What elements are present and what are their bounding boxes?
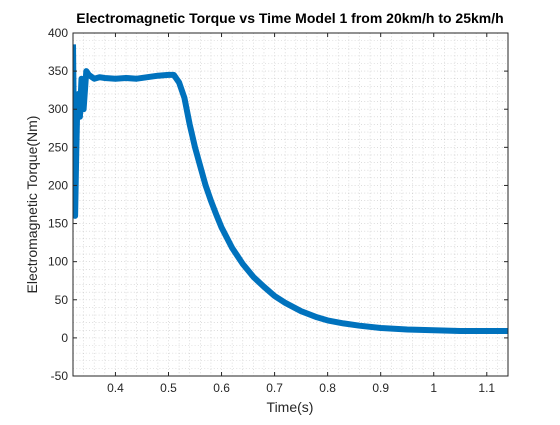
torque-series-line (73, 44, 508, 334)
y-ticks: -50 0 50 100 150 200 250 300 350 400 (48, 26, 508, 383)
plot-area-box (72, 32, 509, 377)
y-axis-label: Electromagnetic Torque(Nm) (24, 116, 40, 294)
y-tick-label: -50 (51, 369, 69, 383)
x-tick-label: 0.7 (266, 381, 283, 395)
x-tick-label: 1.1 (478, 381, 495, 395)
y-tick-label: 50 (55, 293, 69, 307)
x-ticks: 0.4 0.5 0.6 0.7 0.8 0.9 1 1.1 (107, 33, 495, 395)
x-tick-label: 0.4 (107, 381, 124, 395)
y-tick-label: 300 (48, 102, 68, 116)
y-tick-label: 350 (48, 64, 68, 78)
x-tick-label: 0.6 (213, 381, 230, 395)
x-tick-label: 0.5 (160, 381, 177, 395)
x-tick-label: 0.9 (372, 381, 389, 395)
x-axis-label: Time(s) (267, 399, 314, 415)
x-tick-label: 0.8 (319, 381, 336, 395)
x-tick-label: 1 (430, 381, 437, 395)
y-tick-label: 100 (48, 255, 68, 269)
series-layer (73, 44, 508, 334)
y-tick-label: 200 (48, 178, 68, 192)
plot-area-background (73, 33, 508, 376)
y-tick-label: 400 (48, 26, 68, 40)
y-tick-label: 250 (48, 140, 68, 154)
y-tick-label: 0 (61, 331, 68, 345)
chart-title: Electromagnetic Torque vs Time Model 1 f… (76, 10, 503, 26)
minor-grid (72, 32, 509, 377)
y-tick-label: 150 (48, 217, 68, 231)
